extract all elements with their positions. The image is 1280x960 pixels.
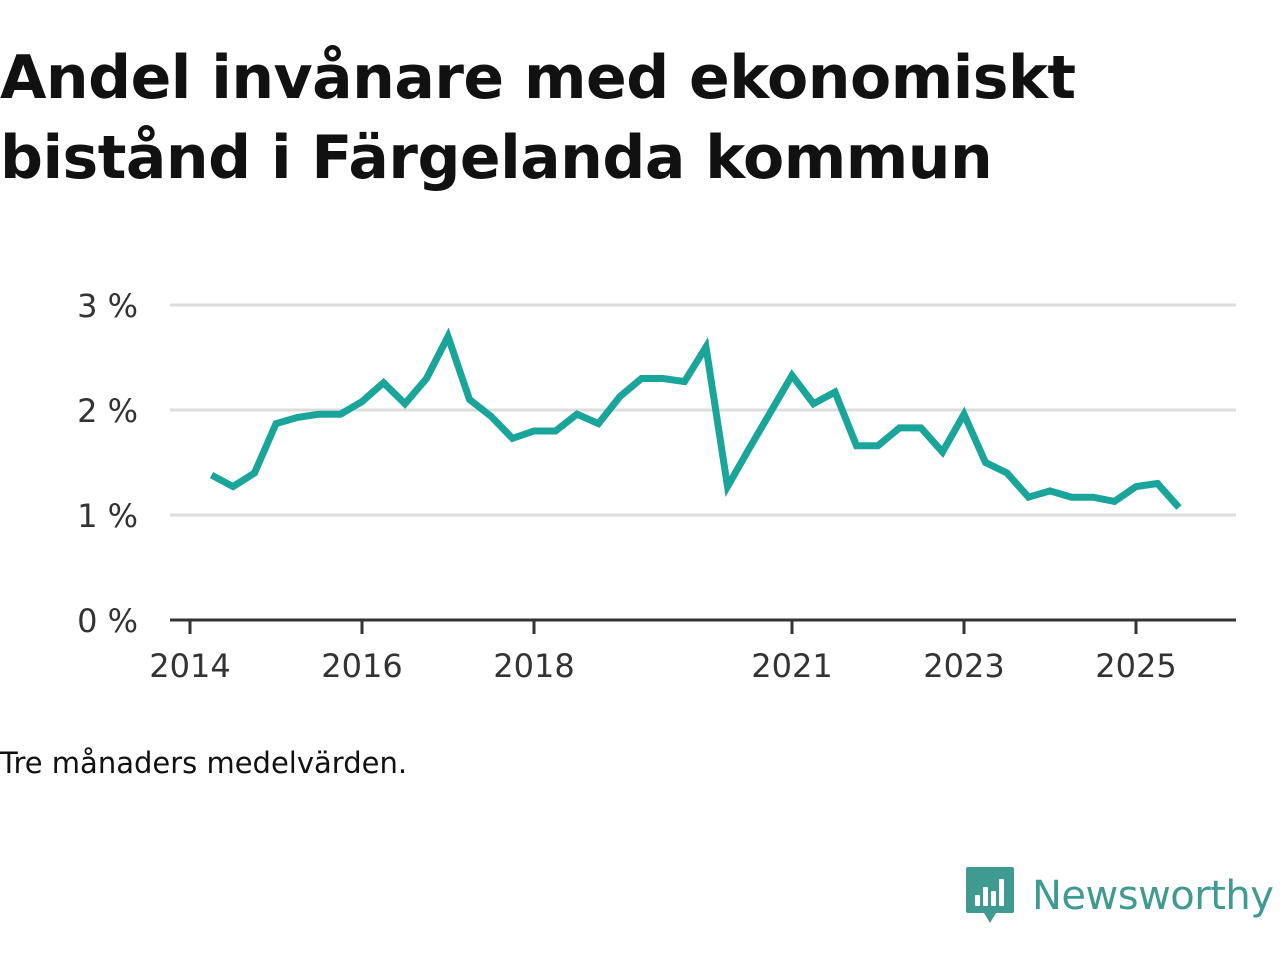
x-axis: 2014 2016 2018 2021 2023 2025 [149, 618, 1236, 685]
data-point [982, 459, 989, 466]
data-point [294, 414, 301, 421]
data-point [638, 375, 645, 382]
data-point [359, 398, 366, 405]
y-tick-label: 1 % [77, 497, 138, 535]
brand-logo[interactable]: Newsworthy [964, 864, 1274, 928]
data-point [961, 411, 968, 418]
bar-chart-speech-bubble-icon [966, 867, 1014, 923]
y-tick-label: 2 % [77, 392, 138, 430]
brand-name: Newsworthy [1032, 873, 1274, 919]
data-point [617, 393, 624, 400]
data-point [1068, 494, 1075, 501]
x-tick-label: 2023 [923, 647, 1004, 685]
data-point [380, 379, 387, 386]
data-point [531, 428, 538, 435]
data-point [746, 445, 753, 452]
data-point [574, 411, 581, 418]
data-point [875, 442, 882, 449]
data-point [466, 396, 473, 403]
data-point [1047, 487, 1054, 494]
x-tick-label: 2018 [493, 647, 574, 685]
data-point [208, 472, 215, 479]
series-line-0 [209, 327, 1182, 510]
data-point [423, 375, 430, 382]
data-point [681, 378, 688, 385]
data-point [251, 470, 258, 477]
data-point [832, 389, 839, 396]
data-point [316, 411, 323, 418]
data-point [896, 424, 903, 431]
x-tick-label: 2014 [149, 647, 230, 685]
x-tick-label: 2021 [751, 647, 832, 685]
data-point [767, 409, 774, 416]
data-point [1133, 483, 1140, 490]
y-tick-label: 0 % [77, 602, 138, 640]
data-point [724, 483, 731, 490]
data-point [1111, 498, 1118, 505]
data-point [1025, 494, 1032, 501]
data-point [810, 400, 817, 407]
data-point [595, 420, 602, 427]
data-point [337, 411, 344, 418]
data-point [552, 428, 559, 435]
gridlines [170, 303, 1236, 517]
data-point [1004, 470, 1011, 477]
data-point [660, 375, 667, 382]
y-tick-label: 3 % [77, 287, 138, 325]
data-point [853, 442, 860, 449]
data-point [230, 483, 237, 490]
data-point [1176, 504, 1183, 511]
data-point [402, 400, 409, 407]
data-point [488, 413, 495, 420]
data-point [445, 333, 452, 340]
data-point [1154, 480, 1161, 487]
line-chart: 0 % 1 % 2 % 3 % 2014 2016 2018 2021 2023 2025 [77, 287, 1236, 685]
data-point [509, 435, 516, 442]
data-point [918, 424, 925, 431]
page-title: Andel invånare med ekonomiskt bistånd i … [0, 43, 1076, 193]
x-tick-label: 2016 [321, 647, 402, 685]
data-point [939, 449, 946, 456]
y-axis-ticks: 0 % 1 % 2 % 3 % [77, 287, 138, 640]
x-tick-label: 2025 [1095, 647, 1176, 685]
data-point [703, 344, 710, 351]
data-point [789, 372, 796, 379]
data-point [273, 420, 280, 427]
chart-note: Tre månaders medelvärden. [0, 746, 408, 780]
data-point [1090, 494, 1097, 501]
series-layer [208, 327, 1183, 511]
